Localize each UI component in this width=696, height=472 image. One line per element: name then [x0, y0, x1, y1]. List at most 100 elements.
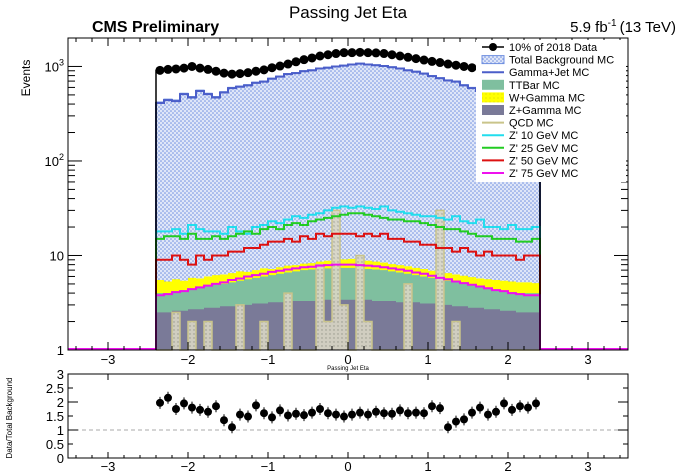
data-point: [419, 55, 429, 65]
y-tick-label: 1: [57, 343, 64, 358]
data-point: [203, 64, 213, 74]
zprime-10-outline: [155, 205, 541, 350]
legend-label: 10% of 2018 Data: [509, 42, 598, 54]
ratio-point: [284, 411, 292, 420]
zprime-50-outline: [155, 232, 541, 350]
legend-entry: QCD MC: [482, 118, 554, 130]
luminosity-exponent: -1: [608, 18, 617, 29]
legend-entry: Total Background MC: [481, 55, 614, 67]
ratio-point: [484, 410, 492, 419]
legend-label: Z' 10 GeV MC: [509, 130, 578, 142]
ratio-point: [364, 410, 372, 419]
ratio-point: [156, 398, 164, 407]
ratio-point: [532, 399, 540, 408]
data-point: [451, 60, 461, 70]
ratio-point: [268, 413, 276, 422]
ratio-point: [244, 412, 252, 421]
data-point: [435, 58, 445, 68]
ratio-point: [468, 408, 476, 417]
ratio-point: [260, 409, 268, 418]
legend-swatch: [482, 92, 504, 103]
ratio-point: [292, 409, 300, 418]
ratio-x-tick-label: −1: [261, 459, 276, 472]
ratio-plot-frame: [67, 373, 629, 459]
legend-entry: Z' 75 GeV MC: [482, 168, 578, 180]
ratio-x-tick-label: −2: [181, 459, 196, 472]
legend-label: Z' 25 GeV MC: [509, 143, 578, 155]
ratio-point: [492, 407, 500, 416]
main-axes: −3 −2 −1 0 1 2 3 1 10 102 103: [45, 37, 628, 367]
ratio-point: [388, 409, 396, 418]
data-point: [171, 64, 181, 74]
data-point: [387, 50, 397, 60]
data-point: [347, 48, 357, 58]
data-point: [459, 61, 469, 71]
legend-label: Z' 75 GeV MC: [509, 168, 578, 180]
legend-entry: Gamma+Jet MC: [482, 67, 589, 79]
ratio-point: [316, 405, 324, 413]
x-tick-label: −2: [181, 352, 196, 367]
ratio-point: [412, 408, 420, 417]
data-point: [235, 69, 245, 79]
data-point: [403, 52, 413, 62]
ratio-point: [196, 405, 204, 414]
legend-entry: W+Gamma MC: [482, 92, 585, 104]
ratio-point: [380, 409, 388, 418]
data-point: [259, 65, 269, 75]
ratio-point: [172, 405, 180, 413]
ratio-point: [348, 410, 356, 419]
ratio-point: [300, 411, 308, 420]
x-tick-label: −3: [101, 352, 116, 367]
data-point: [427, 56, 437, 66]
data-point: [283, 59, 293, 69]
ratio-point: [276, 406, 284, 415]
zprime-75-outline: [68, 263, 628, 350]
data-point: [211, 66, 221, 76]
ratio-point: [204, 407, 212, 416]
data-point: [219, 68, 229, 78]
y-tick-exponent: 3: [59, 57, 64, 67]
y-tick-label: 10: [50, 248, 64, 263]
data-point: [179, 63, 189, 73]
ratio-point: [524, 403, 532, 412]
ratio-y-tick-label: 0.5: [46, 437, 64, 452]
ratio-point: [332, 410, 340, 419]
ratio-point: [180, 399, 188, 408]
ratio-point: [420, 409, 428, 418]
legend-entry: TTBar MC: [482, 79, 560, 92]
y-axis-label: Events: [19, 60, 33, 97]
ratio-point: [228, 423, 236, 432]
ratio-point: [476, 403, 484, 412]
ratio-point: [324, 409, 332, 418]
data-point: [251, 66, 261, 76]
data-point: [243, 68, 253, 78]
legend-label: Total Background MC: [509, 55, 614, 67]
data-point: [395, 51, 405, 61]
histogram-outlines: [68, 51, 628, 351]
ratio-point: [372, 407, 380, 416]
ratio-point: [508, 405, 516, 414]
legend-label: Z+Gamma MC: [509, 105, 581, 117]
ratio-point: [340, 412, 348, 421]
chart-title: Passing Jet Eta: [289, 3, 408, 22]
x-tick-label: 2: [504, 352, 511, 367]
data-point: [299, 55, 309, 65]
ratio-x-tick-label: 1: [424, 459, 431, 472]
legend-label: Z' 50 GeV MC: [509, 155, 578, 167]
data-point: [187, 61, 197, 71]
ratio-point: [164, 393, 172, 402]
ratio-x-tick-label: −3: [101, 459, 116, 472]
legend-entry: 10% of 2018 Data: [482, 42, 598, 54]
x-tick-label: 3: [584, 352, 591, 367]
ratio-point: [236, 410, 244, 419]
data-point: [163, 64, 173, 74]
ratio-point: [428, 402, 436, 411]
ratio-point: [188, 403, 196, 412]
ratio-point: [252, 401, 260, 410]
data-point: [195, 63, 205, 73]
ratio-point: [516, 402, 524, 411]
ratio-axes: −3 −2 −1 0 1 2 300.511.522.53: [46, 367, 628, 472]
data-point: [411, 54, 421, 64]
